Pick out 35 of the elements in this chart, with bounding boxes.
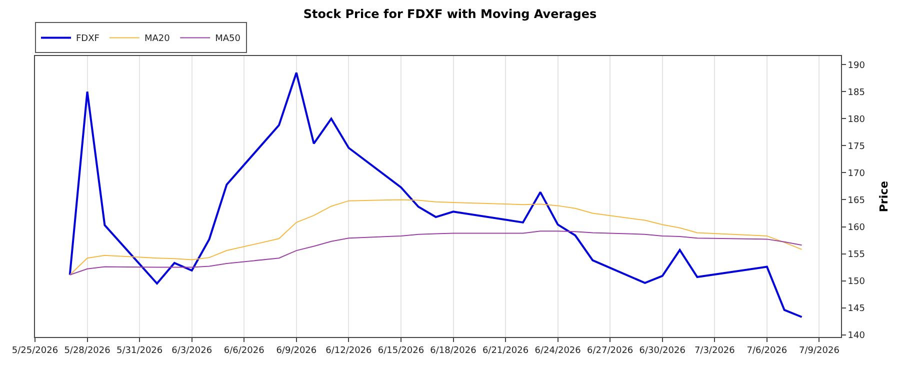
legend-label: FDXF <box>76 34 100 44</box>
x-tick-label: 6/15/2026 <box>378 346 424 356</box>
y-tick-label: 155 <box>848 250 865 260</box>
x-tick-label: 6/30/2026 <box>639 346 686 356</box>
x-tick-label: 6/3/2026 <box>172 346 212 356</box>
x-tick-label: 7/9/2026 <box>799 346 840 356</box>
x-tick-label: 5/28/2026 <box>64 346 111 356</box>
y-tick-label: 165 <box>848 196 865 206</box>
x-tick-label: 6/24/2026 <box>534 346 582 356</box>
y-tick-label: 185 <box>848 88 865 98</box>
chart-title: Stock Price for FDXF with Moving Averages <box>303 6 597 21</box>
x-tick-label: 5/31/2026 <box>116 346 163 356</box>
x-tick-label: 7/6/2026 <box>746 346 788 356</box>
y-tick-label: 150 <box>848 276 866 287</box>
x-tick-label: 6/27/2026 <box>587 346 634 356</box>
x-tick-label: 6/18/2026 <box>430 346 477 356</box>
x-tick-label: 7/3/2026 <box>694 346 736 356</box>
line-series <box>69 199 802 276</box>
line-series <box>69 230 802 276</box>
legend-label: MA20 <box>144 34 170 44</box>
line-series <box>68 72 803 318</box>
x-tick-label: 6/6/2026 <box>224 346 265 356</box>
legend-label: MA50 <box>215 34 241 44</box>
y-tick-label: 160 <box>848 222 866 233</box>
y-axis-title: Price <box>877 180 890 212</box>
y-tick-label: 175 <box>848 142 865 152</box>
y-tick-label: 140 <box>848 330 866 341</box>
y-tick-label: 190 <box>848 60 866 71</box>
y-tick-label: 180 <box>848 114 866 125</box>
x-tick-label: 6/9/2026 <box>276 346 317 356</box>
x-tick-label: 6/21/2026 <box>482 346 529 356</box>
x-tick-label: 5/25/2026 <box>12 346 58 356</box>
y-tick-label: 145 <box>848 304 865 314</box>
y-tick-label: 170 <box>848 168 866 179</box>
x-tick-label: 6/12/2026 <box>326 346 372 356</box>
